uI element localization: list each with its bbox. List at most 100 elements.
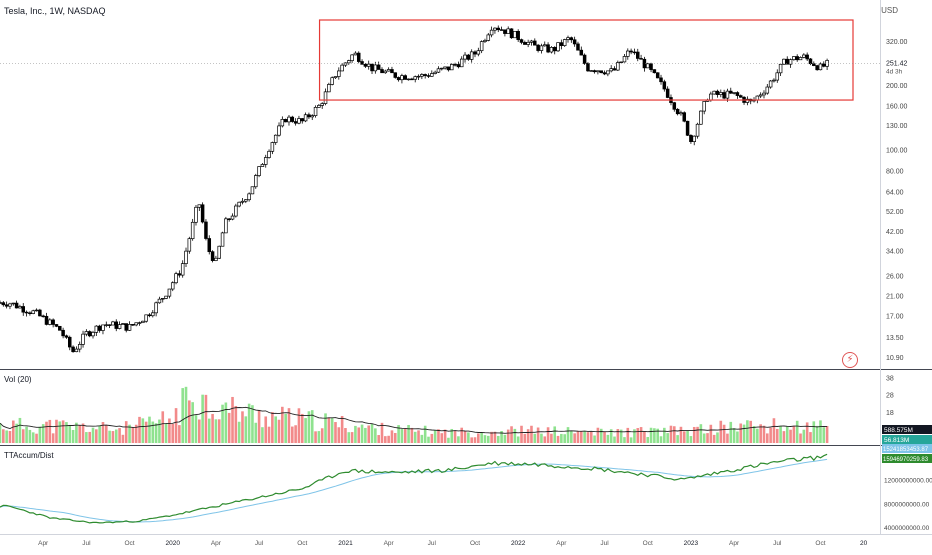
volume-bar xyxy=(75,422,78,443)
volume-bar xyxy=(41,424,45,443)
candle-body xyxy=(712,90,716,95)
volume-bar xyxy=(350,432,354,443)
candle-body xyxy=(144,314,148,322)
price-tick-label: 130.00 xyxy=(886,123,908,130)
volume-bar xyxy=(121,434,125,443)
candle-body xyxy=(34,309,39,312)
candle-body xyxy=(127,324,132,331)
time-axis-label: 2022 xyxy=(511,540,526,547)
volume-bar xyxy=(257,409,261,443)
volume-bar xyxy=(393,432,397,443)
candle-body xyxy=(715,90,720,95)
volume-bar xyxy=(118,428,121,443)
volume-bar xyxy=(596,427,600,443)
candle-body xyxy=(224,218,228,234)
volume-bar xyxy=(294,425,297,443)
volume-bar xyxy=(191,402,194,443)
candle-body xyxy=(101,324,105,331)
candle-body xyxy=(725,90,730,99)
candle-body xyxy=(197,204,202,208)
candle-body xyxy=(64,335,69,338)
candle-body xyxy=(293,121,298,124)
candle-body xyxy=(702,101,706,112)
candle-body xyxy=(612,68,617,71)
candle-body xyxy=(509,28,514,39)
candle-body xyxy=(416,75,421,78)
candle-body xyxy=(237,201,241,207)
volume-bar xyxy=(417,430,420,443)
volume-bar xyxy=(589,431,593,443)
candle-body xyxy=(107,324,112,326)
candle-body xyxy=(569,37,574,41)
volume-bar xyxy=(752,426,756,443)
candle-body xyxy=(679,112,683,115)
volume-bar xyxy=(506,429,510,443)
volume-bar xyxy=(809,432,812,443)
volume-bar xyxy=(21,429,25,443)
candle-body xyxy=(280,119,285,127)
candle-body xyxy=(396,77,401,81)
price-tick-label: 34.00 xyxy=(886,249,904,256)
candle-body xyxy=(157,298,162,304)
volume-bar xyxy=(550,433,553,443)
volume-bar xyxy=(330,418,334,443)
candle-body xyxy=(772,79,776,82)
volume-bar xyxy=(636,428,640,443)
volume-bar xyxy=(374,428,377,443)
candle-body xyxy=(805,54,809,60)
candle-body xyxy=(147,314,152,317)
candle-body xyxy=(762,92,766,96)
candle-body xyxy=(356,52,361,62)
time-axis-label: Jul xyxy=(600,540,609,547)
candle-body xyxy=(48,319,52,325)
candle-body xyxy=(74,348,79,353)
candle-body xyxy=(230,215,235,220)
volume-bar xyxy=(736,431,739,443)
volume-bar xyxy=(553,426,557,443)
candle-body xyxy=(732,92,736,94)
volume-bar xyxy=(5,430,8,443)
candle-body xyxy=(207,238,212,253)
candle-body xyxy=(552,47,557,52)
candle-body xyxy=(267,150,271,158)
volume-bar xyxy=(779,425,782,443)
price-tick-label: 26.00 xyxy=(886,274,904,281)
volume-bar xyxy=(819,420,822,443)
volume-bar xyxy=(144,421,148,443)
volume-bar xyxy=(560,433,563,443)
volume-bar xyxy=(224,402,228,443)
volume-bar xyxy=(287,408,291,443)
accum-line xyxy=(0,453,828,524)
candle-body xyxy=(403,75,407,80)
candle-body xyxy=(602,72,607,75)
candle-body xyxy=(400,75,404,81)
volume-bar xyxy=(101,421,105,443)
volume-bar xyxy=(68,424,72,443)
volume-bar xyxy=(194,415,198,443)
candle-body xyxy=(260,164,265,167)
candle-body xyxy=(639,58,643,60)
candle-body xyxy=(161,298,165,300)
volume-bar xyxy=(184,386,188,443)
volume-bar xyxy=(95,429,98,443)
candle-body xyxy=(559,42,564,46)
candle-body xyxy=(137,322,142,324)
volume-bar xyxy=(822,427,826,443)
time-axis-label: Oct xyxy=(297,540,307,547)
price-tick-label: 10.90 xyxy=(886,355,904,362)
price-tick-label: 80.00 xyxy=(886,169,904,176)
candle-body xyxy=(599,70,603,74)
volume-bar xyxy=(171,423,175,443)
volume-bar xyxy=(28,429,32,443)
candle-body xyxy=(360,61,364,65)
volume-bar xyxy=(799,433,802,443)
volume-bar xyxy=(659,436,663,443)
volume-bar xyxy=(181,388,184,443)
volume-bar xyxy=(45,421,48,443)
volume-bar xyxy=(513,428,517,443)
currency-label[interactable]: USD xyxy=(881,6,898,15)
volume-bar xyxy=(334,422,337,443)
volume-bar xyxy=(749,420,752,443)
volume-tick-label: 18 xyxy=(886,410,894,417)
